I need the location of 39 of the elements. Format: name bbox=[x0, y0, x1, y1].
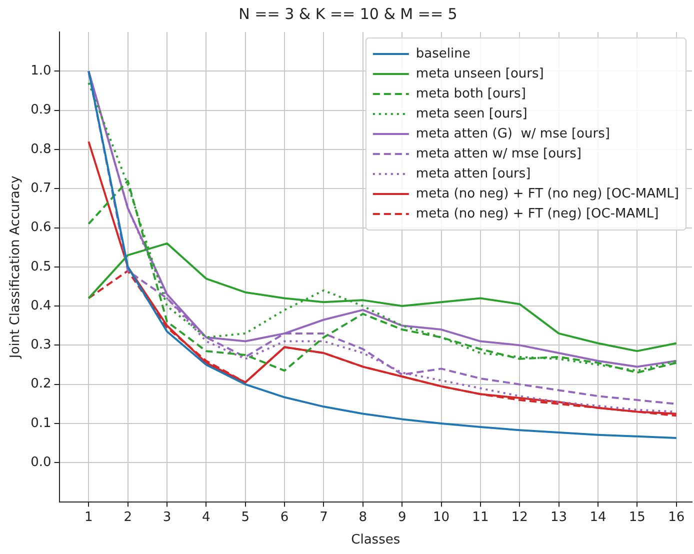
legend-label: meta atten w/ mse [ours] bbox=[416, 146, 582, 162]
x-tick-label: 13 bbox=[550, 510, 568, 525]
legend-label: meta seen [ours] bbox=[416, 106, 528, 122]
x-tick-label: 14 bbox=[590, 510, 606, 525]
y-tick-label: 0.8 bbox=[30, 142, 52, 157]
y-tick-label: 0.4 bbox=[30, 298, 52, 314]
x-tick-label: 12 bbox=[511, 510, 528, 525]
x-axis-title: Classes bbox=[351, 532, 400, 548]
legend-label: baseline bbox=[416, 46, 470, 62]
y-tick-label: 0.3 bbox=[30, 338, 52, 353]
chart-title: N == 3 & K == 10 & M == 5 bbox=[238, 4, 458, 23]
x-tick-label: 3 bbox=[162, 510, 172, 525]
legend-label: meta both [ours] bbox=[416, 86, 526, 102]
legend-label: meta (no neg) + FT (neg) [OC-MAML] bbox=[416, 206, 659, 222]
y-axis-title: Joint Classification Accuracy bbox=[8, 175, 24, 360]
x-tick-label: 4 bbox=[202, 510, 210, 525]
x-tick-label: 2 bbox=[124, 510, 132, 525]
x-tick-label: 6 bbox=[280, 510, 289, 525]
x-tick-label: 16 bbox=[668, 510, 685, 525]
y-tick-label: 0.6 bbox=[30, 220, 52, 236]
legend-label: meta unseen [ours] bbox=[416, 66, 544, 82]
y-tick-label: 0.2 bbox=[30, 376, 52, 392]
legend-label: meta atten [ours] bbox=[416, 166, 531, 182]
x-tick-label: 1 bbox=[84, 510, 93, 525]
x-tick-label: 9 bbox=[398, 510, 406, 525]
x-tick-label: 7 bbox=[320, 510, 328, 525]
x-tick-label: 8 bbox=[358, 510, 368, 525]
x-tick-label: 11 bbox=[472, 510, 489, 525]
legend-label: meta (no neg) + FT (no neg) [OC-MAML] bbox=[416, 186, 680, 202]
y-tick-label: 1.0 bbox=[30, 64, 52, 79]
x-tick-label: 5 bbox=[241, 510, 250, 525]
y-tick-label: 0.9 bbox=[30, 102, 52, 118]
y-tick-label: 0.7 bbox=[30, 180, 52, 196]
legend-label: meta atten (G) w/ mse [ours] bbox=[416, 126, 610, 142]
x-tick-label: 10 bbox=[432, 510, 450, 525]
y-tick-label: 0.0 bbox=[30, 455, 52, 470]
y-tick-label: 0.1 bbox=[30, 416, 52, 431]
x-tick-label: 15 bbox=[628, 510, 646, 525]
y-tick-label: 0.5 bbox=[30, 259, 52, 274]
